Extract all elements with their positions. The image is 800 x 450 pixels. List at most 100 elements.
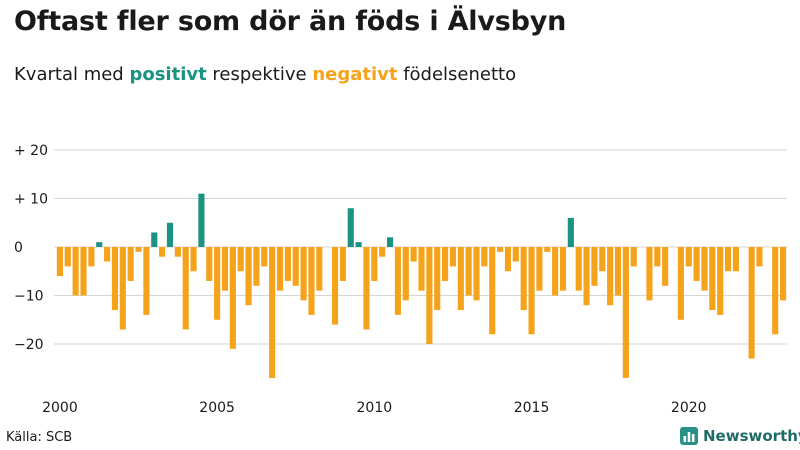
bar-2011-k2 [410, 247, 417, 262]
bar-2021-k1 [717, 247, 724, 315]
bar-2015-k4 [552, 247, 559, 296]
bar-2005-k3 [229, 247, 236, 349]
bar-2004-k3 [198, 193, 205, 247]
bar-2017-k2 [599, 247, 606, 272]
bar-2003-k1 [151, 232, 158, 247]
bar-2009-k4 [363, 247, 370, 330]
x-axis-labels: 2000 2005 2010 2015 2020 [42, 400, 706, 416]
bar-2000-k2 [64, 247, 71, 267]
bar-2004-k2 [190, 247, 197, 272]
bar-2019-k4 [677, 247, 684, 320]
bar-2009-k2 [347, 208, 354, 247]
bar-2020-k3 [701, 247, 708, 291]
bar-2018-k2 [630, 247, 637, 267]
bar-2010-k4 [394, 247, 401, 315]
y-tick-label: 0 [14, 240, 23, 256]
bar-2018-k1 [622, 247, 629, 378]
bar-2004-k1 [182, 247, 189, 330]
bar-2000-k1 [56, 247, 63, 277]
x-tick-label: 2000 [42, 400, 78, 416]
bar-2018-k4 [646, 247, 653, 301]
bar-2001-k1 [88, 247, 95, 267]
subtitle-text-start: Kvartal med [14, 64, 130, 85]
bar-2013-k3 [481, 247, 488, 267]
bar-2012-k3 [449, 247, 457, 267]
bar-2015-k3 [544, 247, 551, 252]
bar-2017-k1 [591, 247, 598, 286]
y-tick-label: + 20 [14, 143, 48, 159]
bar-2020-k4 [709, 247, 716, 311]
bar-2011-k1 [402, 247, 409, 301]
bar-series [56, 193, 787, 378]
bar-2009-k1 [339, 247, 346, 281]
x-tick-label: 2020 [671, 400, 707, 416]
bar-2006-k3 [261, 247, 268, 267]
x-tick-label: 2015 [514, 400, 550, 416]
bar-2000-k4 [80, 247, 87, 296]
bar-2007-k3 [292, 247, 299, 286]
bar-2003-k2 [159, 247, 166, 257]
bar-2021-k3 [732, 247, 739, 272]
subtitle-text-middle: respektive [206, 64, 313, 85]
bar-2012-k4 [457, 247, 464, 311]
bar-2023-k1 [780, 247, 787, 301]
bar-2014-k3 [512, 247, 519, 262]
y-tick-label: −10 [14, 289, 44, 305]
bar-2005-k4 [237, 247, 244, 272]
brand-name: Newsworthy [703, 427, 800, 445]
bar-2002-k1 [119, 247, 126, 330]
bar-2005-k1 [214, 247, 221, 320]
bar-2013-k2 [473, 247, 480, 301]
bar-2002-k3 [135, 247, 142, 252]
bar-2012-k2 [442, 247, 449, 281]
bar-2013-k1 [465, 247, 472, 296]
y-axis-labels: + 20 + 10 0 −10 −20 [14, 143, 48, 353]
bar-chart-icon [680, 427, 698, 445]
bar-2010-k3 [386, 237, 394, 247]
bar-2016-k1 [559, 247, 567, 291]
chart-title: Oftast fler som dör än föds i Älvsbyn [14, 6, 567, 37]
bar-2003-k3 [166, 222, 174, 247]
y-tick-label: + 10 [14, 192, 48, 208]
bar-2007-k2 [284, 247, 291, 281]
bar-2017-k3 [607, 247, 614, 306]
bar-2019-k1 [654, 247, 661, 267]
bar-2000-k3 [72, 247, 79, 296]
bar-2008-k2 [316, 247, 323, 291]
subtitle-positive-label: positivt [129, 64, 207, 85]
bar-2003-k4 [174, 247, 181, 257]
subtitle-text-end: födelsenetto [397, 64, 517, 85]
newsworthy-logo: Newsworthy [680, 427, 800, 445]
bar-2006-k2 [253, 247, 260, 286]
bar-2007-k4 [300, 247, 307, 301]
bar-2017-k4 [614, 247, 622, 296]
bar-2016-k4 [583, 247, 590, 306]
source-note: Källa: SCB [6, 430, 73, 445]
bar-2020-k1 [685, 247, 692, 267]
y-tick-label: −20 [14, 337, 44, 353]
subtitle-negative-label: negativt [312, 64, 398, 85]
bar-2022-k1 [748, 247, 755, 359]
bar-2006-k4 [269, 247, 276, 378]
bar-2014-k2 [504, 247, 512, 272]
bar-2010-k1 [371, 247, 378, 281]
bar-2008-k4 [331, 247, 339, 325]
bar-2016-k2 [567, 217, 574, 247]
x-tick-label: 2005 [199, 400, 235, 416]
bar-2002-k2 [127, 247, 134, 281]
bar-2005-k2 [221, 247, 229, 291]
bar-2019-k2 [662, 247, 669, 286]
bar-2002-k4 [143, 247, 150, 315]
bar-2020-k2 [693, 247, 700, 281]
bar-2014-k4 [520, 247, 527, 311]
bar-2012-k1 [434, 247, 441, 311]
bar-2015-k2 [536, 247, 543, 291]
bar-2014-k1 [497, 247, 504, 252]
bar-2010-k2 [379, 247, 386, 257]
bar-2013-k4 [489, 247, 496, 335]
bar-2007-k1 [276, 247, 284, 291]
bar-2021-k2 [724, 247, 732, 272]
bar-2001-k4 [111, 247, 119, 311]
bar-2009-k3 [355, 242, 362, 247]
